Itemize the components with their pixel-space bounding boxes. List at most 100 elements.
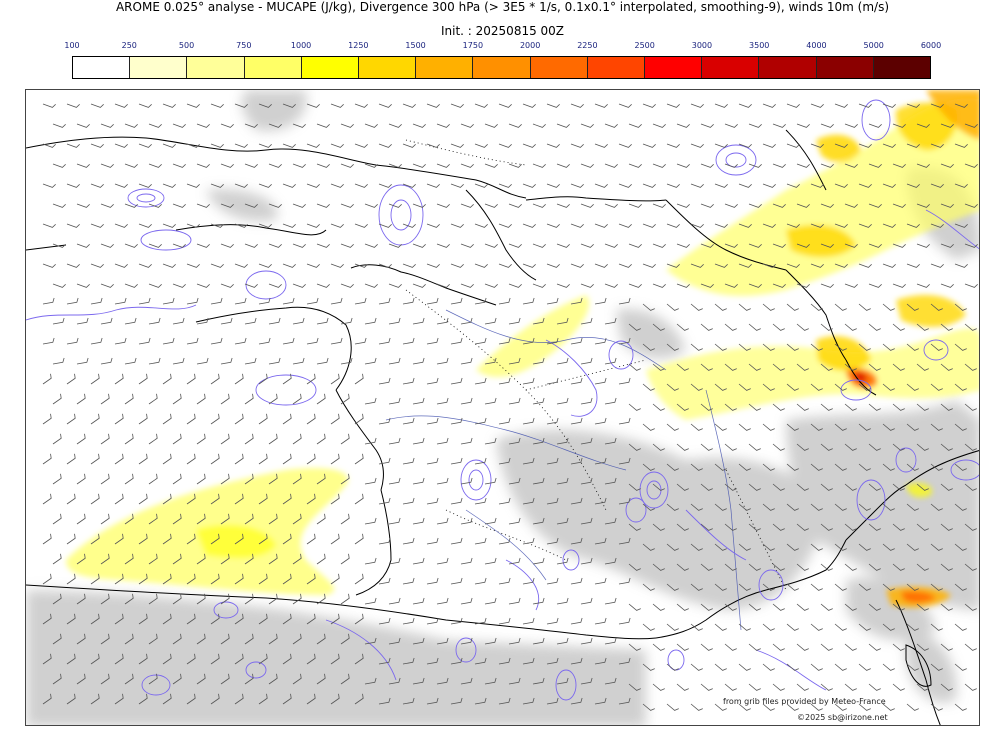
wind-barb [738, 383, 751, 391]
wind-barb [906, 223, 920, 228]
colorbar-labels: 100 250 500 750 1000 1250 1500 1750 2000 2250 2500… [0, 41, 1005, 53]
colorbar-tick-label: 1500 [405, 41, 426, 50]
wind-barb [618, 657, 631, 665]
wind-barb [858, 543, 871, 551]
wind-barb [906, 623, 919, 631]
wind-barb [330, 453, 340, 465]
wind-barb [570, 577, 583, 585]
wind-barb [594, 263, 608, 268]
wind-barb [858, 223, 872, 228]
wind-barb [196, 593, 206, 605]
wind-barb [388, 123, 402, 128]
wind-barb [450, 103, 464, 108]
wind-barb [556, 397, 569, 405]
wind-barb [42, 373, 52, 385]
wind-barb [52, 357, 65, 365]
wind-barb [532, 677, 545, 685]
wind-barb [810, 663, 823, 671]
wind-barb [738, 703, 751, 711]
wind-barb [580, 317, 593, 325]
wind-barb [556, 203, 570, 208]
wind-barb [268, 593, 278, 605]
wind-barb [148, 473, 158, 485]
colorbar-cell [816, 57, 874, 78]
wind-barb [724, 403, 737, 411]
wind-barb [148, 203, 162, 208]
wind-barb [676, 483, 689, 491]
wind-barb [354, 573, 364, 585]
wind-barb [508, 677, 521, 685]
wind-barb [666, 583, 679, 591]
wind-barb [42, 337, 55, 345]
wind-barb [436, 437, 449, 445]
wind-barb [316, 283, 330, 288]
wind-barb [282, 413, 292, 425]
wind-barb [930, 103, 944, 108]
wind-barb [618, 263, 632, 268]
wind-barb [810, 463, 823, 471]
colorbar-cell [187, 57, 245, 78]
wind-barb [954, 663, 967, 671]
wind-barb [100, 593, 110, 605]
wind-barb [882, 463, 895, 471]
wind-barb [66, 297, 79, 305]
wind-barb [690, 223, 704, 228]
wind-barb [316, 673, 326, 685]
wind-barb [930, 383, 943, 391]
wind-barb [772, 523, 785, 531]
wind-barb [522, 497, 535, 505]
wind-barb [450, 263, 464, 268]
wind-barb [738, 343, 751, 351]
wind-barb [124, 283, 138, 288]
wind-barb [460, 357, 473, 365]
wind-barb [652, 643, 665, 651]
wind-barb [66, 693, 76, 705]
colorbar-tick-label: 3500 [749, 41, 770, 50]
wind-barb [498, 577, 511, 585]
wind-barb [906, 183, 920, 188]
wind-barb [724, 643, 737, 651]
wind-barb [90, 693, 100, 705]
wind-barb [508, 243, 522, 248]
wind-barb [628, 483, 641, 491]
wind-barb [426, 337, 439, 345]
wind-barb [954, 383, 967, 391]
wind-barb [810, 703, 823, 711]
wind-barb [306, 653, 316, 665]
wind-barb [892, 403, 905, 411]
wind-barb [618, 377, 631, 385]
wind-barb [724, 123, 738, 128]
wind-barb [378, 223, 392, 228]
wind-barb [498, 143, 512, 148]
wind-barb [580, 203, 594, 208]
wind-barb [124, 203, 138, 208]
wind-barb [90, 413, 100, 425]
wind-barb [498, 337, 511, 345]
wind-barb [666, 503, 679, 511]
wind-barb [690, 423, 703, 431]
wind-barb [196, 357, 209, 365]
wind-barb [474, 537, 487, 545]
wind-barb [484, 163, 498, 168]
wind-barb [474, 263, 488, 268]
wind-barb [940, 403, 953, 411]
wind-barb [90, 493, 100, 505]
wind-barb [700, 243, 714, 248]
wind-barb [196, 633, 206, 645]
wind-barb [834, 663, 847, 671]
wind-barb [402, 143, 416, 148]
wind-barb [186, 613, 196, 625]
wind-barb [364, 123, 378, 128]
wind-barb [220, 473, 230, 485]
wind-barb [220, 163, 234, 168]
wind-barb [964, 483, 977, 491]
wind-barb [772, 243, 786, 248]
wind-barb [748, 123, 762, 128]
wind-barb [66, 223, 80, 228]
wind-barb [124, 673, 134, 685]
wind-barb [378, 457, 391, 465]
wind-barb [676, 523, 689, 531]
wind-barb [714, 463, 727, 471]
wind-barb [268, 123, 282, 128]
wind-barb [810, 423, 823, 431]
